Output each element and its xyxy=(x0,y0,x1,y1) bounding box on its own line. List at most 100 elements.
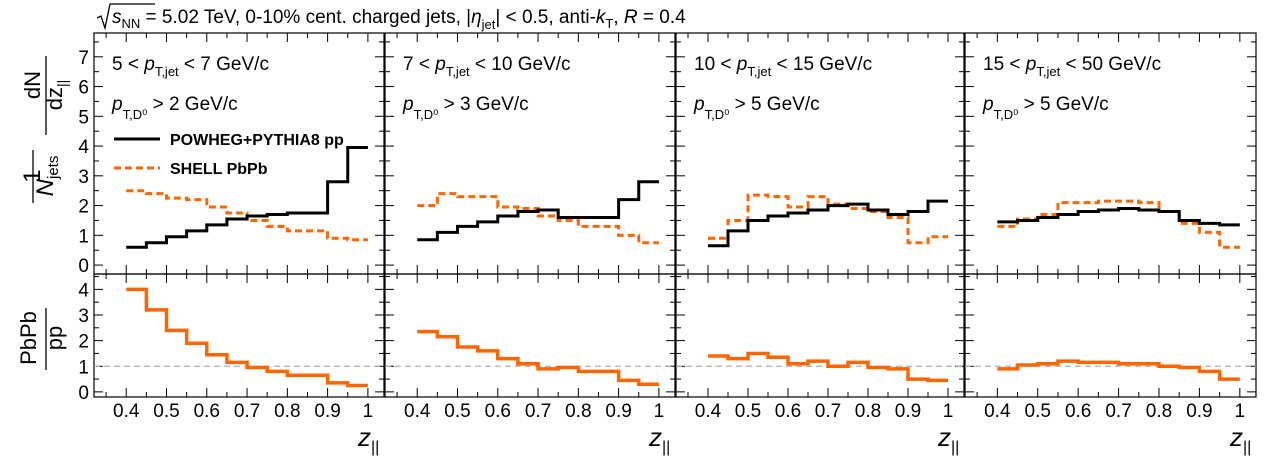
x-tick-label: 0.7 xyxy=(815,401,841,422)
y-tick-label-top: 4 xyxy=(78,137,89,158)
x-axis-label: z|| xyxy=(1229,422,1251,456)
y-tick-label-bottom: 3 xyxy=(78,306,89,327)
svg-text:sNN = 5.02 TeV, 0-10% cent. ch: sNN = 5.02 TeV, 0-10% cent. charged jets… xyxy=(112,7,686,32)
y-tick-label-top: 7 xyxy=(78,48,89,69)
series-powheg-pp xyxy=(417,180,659,242)
panel-label-ptjet: 10 < pT,jet < 15 GeV/c xyxy=(694,54,872,79)
series-shell-pbpb xyxy=(126,189,368,242)
legend-label: POWHEG+PYTHIA8 pp xyxy=(170,132,344,149)
panel-label-ptd: pT,D⁰ > 3 GeV/c xyxy=(402,94,529,122)
y-tick-label-bottom: 0 xyxy=(78,383,89,404)
x-tick-label: 0.6 xyxy=(1065,401,1091,422)
panel-4: 0.4 0.5 0.6 0.7 0.8 0.9 1z|| 15 < pT,jet < 50 G… xyxy=(964,32,1257,456)
legend-label: SHELL PbPb xyxy=(170,161,268,178)
sqrt-symbol xyxy=(96,3,155,31)
bottom-frame xyxy=(93,273,385,398)
panel-label-ptd: pT,D⁰ > 5 GeV/c xyxy=(982,94,1109,122)
x-tick-label: 0.7 xyxy=(1105,401,1131,422)
panel-label-ptjet: 7 < pT,jet < 10 GeV/c xyxy=(403,54,571,79)
x-tick-label: 0.9 xyxy=(1186,401,1212,422)
series-ratio xyxy=(997,359,1240,381)
bottom-frame xyxy=(675,273,965,398)
x-tick-label: 0.9 xyxy=(895,401,921,422)
x-tick-label: 0.5 xyxy=(1025,401,1051,422)
title-eta: η xyxy=(471,7,482,28)
y-label-N-sub: jets xyxy=(45,156,62,180)
x-tick-label: 0.8 xyxy=(855,401,881,422)
x-tick-label: 1 xyxy=(1235,401,1246,422)
y-tick-label-bottom: 4 xyxy=(78,280,89,301)
y-tick-label-top: 1 xyxy=(78,226,89,247)
ratio-label-den: pp xyxy=(42,326,67,350)
chart-title: sNN = 5.02 TeV, 0-10% cent. charged jets… xyxy=(96,3,686,32)
x-tick-label: 0.4 xyxy=(113,401,140,422)
series-powheg-pp xyxy=(126,146,368,249)
series-ratio xyxy=(126,287,368,388)
legend: POWHEG+PYTHIA8 pp SHELL PbPb xyxy=(114,132,344,178)
panel-label-ptjet: 15 < pT,jet < 50 GeV/c xyxy=(983,54,1161,79)
x-tick-label: 0.4 xyxy=(695,401,722,422)
y-tick-label-top: 3 xyxy=(78,167,89,188)
title-R-val: = 0.4 xyxy=(638,7,686,28)
title-kt-sub: T xyxy=(605,16,613,31)
title-sqrt-s: s xyxy=(112,7,122,28)
y-label-dz: dz xyxy=(42,87,67,110)
y-tick-label-top: 2 xyxy=(78,197,89,218)
x-tick-label: 1 xyxy=(363,401,374,422)
x-tick-label: 0.5 xyxy=(735,401,761,422)
title-comma: , xyxy=(613,7,624,28)
y-tick-label-bottom: 2 xyxy=(78,332,89,353)
svg-text:dz||: dz|| xyxy=(42,80,70,111)
title-kt: k xyxy=(596,7,607,28)
x-axis-label: z|| xyxy=(648,422,670,456)
y-axis-label-top: 1 Njets dN dz|| xyxy=(19,56,70,203)
y-axis-label-bottom: PbPb pp xyxy=(16,308,67,370)
x-tick-label: 0.9 xyxy=(314,401,340,422)
y-label-N: N xyxy=(32,178,59,196)
x-tick-label: 0.5 xyxy=(444,401,470,422)
title-after-eta: | < 0.5, anti- xyxy=(495,7,596,28)
panel-label-ptd: pT,D⁰ > 2 GeV/c xyxy=(111,94,238,122)
title-sqrt-s-sub: NN xyxy=(122,16,141,31)
y-tick-label-bottom: 1 xyxy=(78,357,89,378)
series-ratio xyxy=(708,351,948,383)
x-tick-label: 1 xyxy=(654,401,665,422)
x-axis-label: z|| xyxy=(357,422,379,456)
panel-3: 0.4 0.5 0.6 0.7 0.8 0.9 1z|| 10 < pT,jet < 15 G… xyxy=(675,32,965,456)
x-tick-label: 0.5 xyxy=(153,401,179,422)
x-tick-label: 0.4 xyxy=(404,401,431,422)
title-energy: = 5.02 TeV, 0-10% cent. charged jets, | xyxy=(140,7,471,28)
x-axis-label: z|| xyxy=(937,422,959,456)
series-shell-pbpb xyxy=(708,193,948,245)
svg-text:Njets: Njets xyxy=(32,156,62,197)
title-R: R xyxy=(624,7,638,28)
x-tick-label: 0.6 xyxy=(775,401,801,422)
panel-label-ptjet: 5 < pT,jet < 7 GeV/c xyxy=(112,54,269,79)
x-tick-label: 0.4 xyxy=(984,401,1011,422)
y-tick-label-top: 6 xyxy=(78,78,89,99)
y-tick-label-top: 0 xyxy=(78,256,89,277)
panel-label-ptd: pT,D⁰ > 5 GeV/c xyxy=(693,94,820,122)
bottom-frame xyxy=(964,273,1257,398)
y-tick-label-top: 5 xyxy=(78,107,89,128)
x-tick-label: 0.6 xyxy=(194,401,220,422)
x-tick-label: 1 xyxy=(943,401,954,422)
x-tick-label: 0.6 xyxy=(485,401,511,422)
svg-text:dN: dN xyxy=(20,71,45,99)
x-tick-label: 0.8 xyxy=(565,401,591,422)
series-ratio xyxy=(417,329,659,386)
ratio-label-num: PbPb xyxy=(16,311,41,365)
series-powheg-pp xyxy=(708,199,948,248)
title-eta-sub: jet xyxy=(481,17,496,32)
panel-2: 0.4 0.5 0.6 0.7 0.8 0.9 1z|| 7 < pT,jet < 10 Ge… xyxy=(384,32,676,456)
y-label-dN: dN xyxy=(20,71,45,99)
series-powheg-pp xyxy=(997,207,1240,227)
x-tick-label: 0.7 xyxy=(525,401,551,422)
x-tick-label: 0.9 xyxy=(605,401,631,422)
y-label-dz-sub: || xyxy=(54,80,70,87)
x-tick-label: 0.7 xyxy=(234,401,260,422)
bottom-frame xyxy=(384,273,676,398)
